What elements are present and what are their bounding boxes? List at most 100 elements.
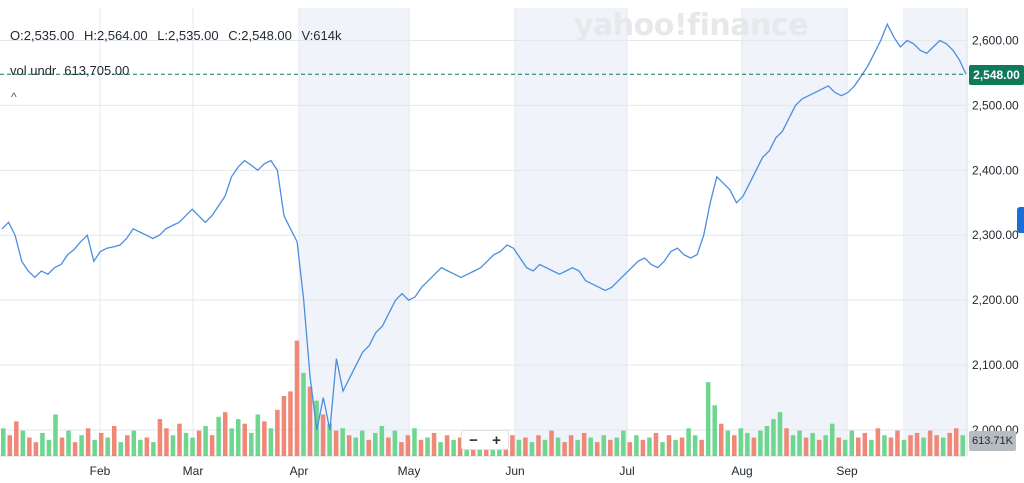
volume-bar (399, 442, 404, 456)
collapse-chevron-icon[interactable]: ^ (11, 90, 17, 104)
volume-bar (751, 437, 757, 456)
low-value: L:2,535.00 (157, 28, 219, 43)
volume-bar (608, 439, 613, 456)
shade-band-3 (903, 8, 966, 456)
volume-bar (536, 435, 541, 456)
volume-bar (92, 439, 97, 456)
volume-bar (307, 386, 313, 456)
volume-bars (1, 340, 965, 456)
volume-bar (235, 419, 241, 456)
volume-bar (386, 437, 391, 456)
volume-bar (934, 435, 939, 456)
volume-value: V:614k (301, 28, 342, 43)
volume-bar (105, 437, 110, 456)
volume-bar (627, 442, 633, 456)
volume-bar (164, 428, 169, 456)
volume-bar (46, 439, 52, 456)
y-tick-label-1: 2,100.00 (972, 358, 1019, 372)
volume-bar (914, 432, 920, 456)
volume-bar (699, 439, 704, 456)
volume-bar (947, 432, 952, 456)
high-value: H:2,564.00 (83, 28, 148, 43)
volume-bar (229, 428, 234, 456)
volume-bar (640, 439, 646, 456)
volume-bar (144, 437, 150, 456)
volume-bar (666, 435, 672, 456)
volume-bar (431, 432, 437, 456)
volume-bar (59, 437, 65, 456)
close-value: C:2,548.00 (228, 28, 292, 43)
volume-bar (268, 428, 274, 456)
volume-bar (451, 439, 456, 456)
volume-bar (412, 428, 417, 456)
volume-bar (209, 435, 215, 456)
side-panel-tab[interactable] (1017, 207, 1024, 233)
volume-bar (673, 439, 678, 456)
volume-bar (190, 437, 195, 456)
y-tick-label-3: 2,300.00 (972, 228, 1019, 242)
volume-bar (601, 435, 607, 456)
volume-bar (66, 430, 71, 456)
ohlc-readout: O:2,535.00 H:2,564.00 L:2,535.00 C:2,548… (10, 28, 348, 43)
volume-bar (784, 428, 789, 456)
volume-bar (98, 432, 104, 456)
x-tick-label-5: Jul (619, 464, 634, 478)
volume-bar (529, 442, 535, 456)
volume-bar (457, 437, 463, 456)
x-tick-label-2: Apr (290, 464, 309, 478)
volume-bar (281, 396, 287, 456)
volume-bar (418, 439, 424, 456)
volume-bar (895, 430, 900, 456)
volume-bar (712, 405, 717, 456)
shade-band-0 (299, 8, 409, 456)
volume-bar (568, 435, 574, 456)
volume-bar (392, 430, 398, 456)
volume-bar (614, 437, 620, 456)
volume-bar (882, 435, 887, 456)
volume-bar (764, 426, 770, 456)
volume-bar (138, 439, 143, 456)
volume-bar (758, 430, 763, 456)
volume-bar (901, 439, 907, 456)
volume-bar (438, 442, 443, 456)
volume-bar (85, 428, 91, 456)
volume-bar (249, 432, 254, 456)
yahoo-finance-watermark: yahoo!finance (574, 8, 808, 43)
volume-bar (862, 432, 868, 456)
volume-bar (908, 435, 913, 456)
volume-bar (679, 437, 685, 456)
volume-bar (510, 435, 515, 456)
volume-bar (516, 439, 522, 456)
open-value: O:2,535.00 (10, 28, 75, 43)
zoom-in-button[interactable]: + (492, 431, 501, 449)
volume-bar (255, 414, 261, 456)
volume-bar (294, 340, 300, 456)
zoom-out-button[interactable]: − (469, 431, 478, 449)
volume-bar (40, 432, 45, 456)
volume-bar (523, 437, 528, 456)
volume-bar (72, 442, 78, 456)
volume-bar (823, 435, 828, 456)
volume-bar (549, 430, 554, 456)
volume-bar (660, 442, 665, 456)
volume-bar (562, 442, 567, 456)
volume-bar (242, 423, 248, 456)
volume-bar (745, 432, 750, 456)
x-axis: Feb Mar Apr May Jun Jul Aug Sep (90, 464, 858, 478)
volume-bar (373, 432, 378, 456)
volume-bar (379, 426, 385, 456)
volume-bar (222, 412, 228, 456)
volume-bar (777, 412, 783, 456)
volume-bar (797, 430, 802, 456)
volume-bar (425, 437, 430, 456)
x-tick-label-7: Sep (836, 464, 858, 478)
y-tick-label-4: 2,400.00 (972, 163, 1019, 177)
volume-bar (27, 437, 32, 456)
volume-bar (196, 430, 202, 456)
volume-bar (405, 435, 411, 456)
volume-badge: 613.71K (969, 431, 1016, 451)
volume-bar (125, 435, 130, 456)
volume-bar (575, 439, 580, 456)
volume-bar (288, 391, 293, 456)
